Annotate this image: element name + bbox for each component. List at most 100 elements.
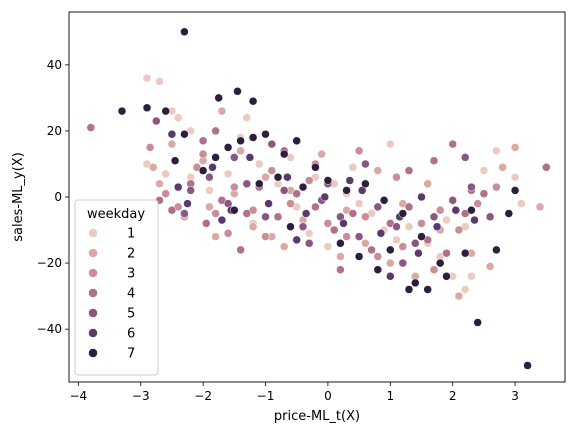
scatter-point-weekday-3: [304, 176, 314, 185]
scatter-point-weekday-1: [479, 166, 489, 175]
scatter-point-weekday-4: [311, 202, 320, 212]
scatter-point-weekday-2: [211, 232, 220, 241]
scatter-point-weekday-3: [323, 219, 333, 228]
scatter-point-weekday-1: [161, 169, 170, 179]
scatter-point-weekday-3: [230, 182, 239, 192]
scatter-point-weekday-5: [298, 222, 308, 231]
scatter-point-weekday-6: [320, 192, 330, 202]
x-tick-label: 3: [511, 389, 519, 403]
scatter-point-weekday-7: [523, 361, 532, 370]
scatter-point-weekday-2: [535, 202, 545, 212]
scatter-point-weekday-6: [217, 215, 227, 225]
scatter-point-weekday-2: [236, 146, 245, 156]
legend-label-weekday-1: 1: [127, 227, 135, 242]
points-layer: [86, 27, 551, 370]
scatter-point-weekday-4: [292, 189, 301, 198]
scatter-point-weekday-2: [261, 172, 270, 182]
scatter-point-weekday-7: [170, 156, 180, 165]
scatter-point-weekday-5: [354, 232, 364, 241]
scatter-point-weekday-2: [317, 149, 326, 159]
scatter-point-weekday-7: [279, 149, 289, 159]
scatter-point-weekday-7: [460, 248, 470, 258]
x-tick-label: 0: [324, 389, 332, 403]
x-tick-label: −3: [132, 389, 150, 403]
scatter-point-weekday-4: [167, 205, 177, 215]
scatter-point-weekday-6: [432, 222, 442, 231]
scatter-point-weekday-3: [398, 242, 408, 251]
scatter-point-weekday-3: [373, 252, 383, 261]
scatter-point-weekday-2: [148, 163, 158, 172]
scatter-point-weekday-5: [242, 179, 252, 189]
legend-label-weekday-7: 7: [127, 347, 135, 362]
scatter-point-weekday-5: [230, 153, 239, 162]
scatter-point-weekday-5: [411, 239, 420, 248]
scatter-point-weekday-7: [492, 245, 501, 255]
scatter-point-weekday-7: [248, 96, 258, 106]
scatter-point-weekday-5: [398, 258, 408, 268]
scatter-point-weekday-7: [214, 93, 223, 103]
scatter-point-weekday-7: [248, 133, 258, 142]
scatter-point-weekday-7: [286, 222, 295, 231]
scatter-point-weekday-4: [198, 136, 208, 146]
scatter-point-weekday-7: [435, 258, 445, 268]
scatter-point-weekday-6: [386, 272, 395, 281]
scatter-point-weekday-2: [336, 252, 345, 261]
scatter-point-weekday-2: [510, 143, 520, 152]
scatter-point-weekday-7: [236, 136, 245, 146]
scatter-point-weekday-7: [311, 163, 320, 172]
scatter-point-weekday-2: [205, 202, 214, 212]
scatter-point-weekday-4: [479, 189, 489, 198]
x-tick-label: −2: [194, 389, 212, 403]
scatter-point-weekday-7: [211, 153, 220, 162]
scatter-point-weekday-3: [211, 209, 220, 218]
scatter-point-weekday-6: [339, 219, 348, 228]
scatter-point-weekday-4: [542, 163, 551, 172]
scatter-point-weekday-4: [367, 245, 376, 255]
y-axis-label: sales-ML_y(X): [11, 152, 26, 242]
scatter-point-weekday-2: [248, 222, 258, 231]
scatter-point-weekday-5: [261, 212, 270, 222]
scatter-point-weekday-4: [329, 225, 339, 235]
scatter-point-weekday-7: [417, 232, 426, 241]
scatter-point-weekday-4: [348, 209, 358, 218]
legend-label-weekday-3: 3: [127, 267, 135, 282]
legend: weekday 1 2 3 4 5 6 7: [74, 199, 159, 376]
scatter-point-weekday-7: [180, 129, 189, 139]
legend-label-weekday-2: 2: [127, 247, 135, 262]
scatter-point-weekday-3: [267, 166, 277, 175]
scatter-point-weekday-1: [323, 242, 333, 251]
scatter-point-weekday-6: [283, 172, 292, 182]
scatter-point-weekday-1: [467, 272, 476, 281]
scatter-point-weekday-5: [186, 186, 195, 195]
scatter-point-weekday-1: [354, 199, 364, 208]
scatter-point-weekday-6: [301, 209, 311, 218]
scatter-point-weekday-1: [517, 199, 526, 208]
scatter-point-weekday-7: [233, 87, 242, 96]
scatter-point-weekday-6: [245, 153, 255, 162]
scatter-point-weekday-6: [345, 176, 355, 185]
scatter-point-weekday-3: [361, 212, 370, 222]
scatter-point-weekday-6: [173, 182, 183, 192]
scatter-point-weekday-4: [442, 248, 451, 258]
scatter-point-weekday-7: [361, 179, 370, 189]
y-tick-label: −20: [37, 256, 62, 270]
scatter-point-weekday-6: [376, 229, 386, 238]
x-tick-label: −1: [257, 389, 275, 403]
scatter-point-weekday-5: [485, 212, 495, 222]
scatter-point-weekday-3: [342, 232, 351, 241]
scatter-point-weekday-5: [467, 182, 476, 192]
scatter-point-weekday-3: [473, 199, 482, 208]
scatter-point-weekday-4: [202, 219, 211, 228]
scatter-point-weekday-7: [142, 103, 152, 113]
scatter-point-weekday-3: [417, 219, 426, 228]
x-axis-ticks: −4 −3 −2 −1 0 1 2 3: [70, 382, 519, 403]
scatter-point-weekday-4: [273, 212, 283, 222]
scatter-point-weekday-2: [423, 179, 432, 189]
scatter-point-weekday-3: [161, 189, 170, 198]
x-tick-label: 1: [386, 389, 394, 403]
scatter-point-weekday-7: [442, 272, 451, 281]
scatter-point-weekday-3: [392, 172, 401, 182]
scatter-point-weekday-1: [142, 73, 152, 83]
scatter-point-weekday-5: [392, 222, 401, 231]
